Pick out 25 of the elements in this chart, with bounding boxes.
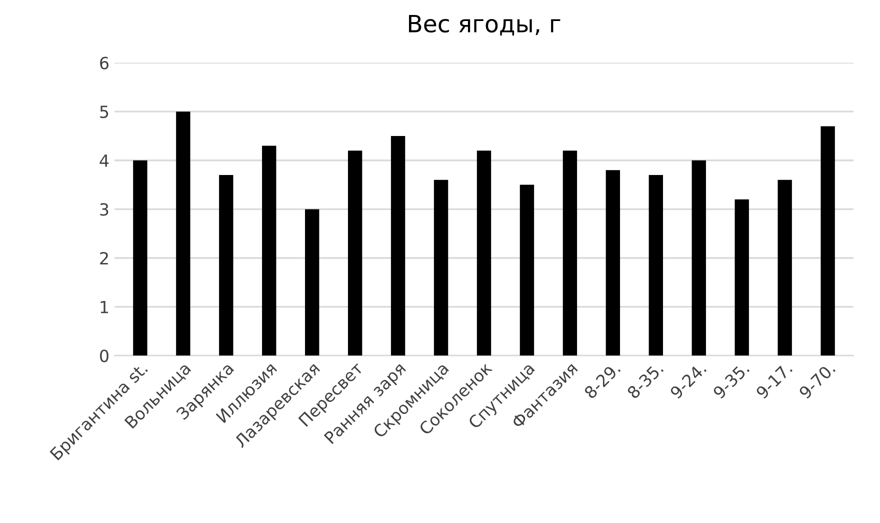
y-tick-label: 6 <box>100 56 108 70</box>
y-tick-label: 0 <box>100 350 108 362</box>
bar <box>606 170 620 356</box>
y-tick-label: 5 <box>100 106 108 118</box>
y-tick-label: 4 <box>100 154 109 167</box>
bar <box>133 160 148 356</box>
bar <box>476 150 492 356</box>
bar <box>348 150 362 356</box>
bar <box>778 180 792 356</box>
bar <box>562 150 578 356</box>
bar <box>692 160 706 356</box>
bar <box>176 112 190 356</box>
chart-title: Вес ягоды, г <box>408 14 560 36</box>
bar <box>434 180 448 356</box>
bar <box>648 175 663 356</box>
bar <box>734 199 749 356</box>
y-tick-label: 2 <box>100 252 108 264</box>
bar <box>390 136 406 356</box>
bar <box>305 209 320 356</box>
bar <box>219 175 234 356</box>
bar <box>820 126 835 356</box>
bar <box>262 146 276 356</box>
y-tick-label: 1 <box>100 301 108 314</box>
y-tick-label: 3 <box>100 203 108 216</box>
bar <box>520 184 534 356</box>
